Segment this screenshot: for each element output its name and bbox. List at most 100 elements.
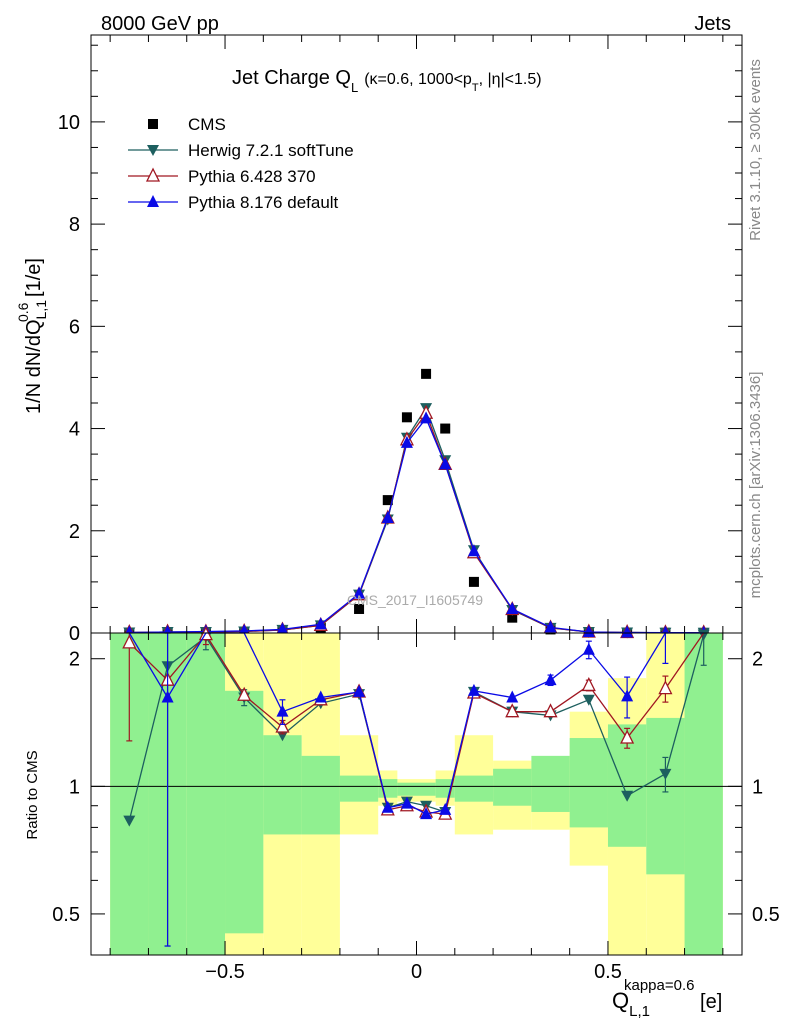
data-point-pythia-8-176-default [314, 617, 327, 630]
header-energy-label: 8000 GeV pp [101, 13, 219, 35]
data-point-pythia-8-176-default [582, 624, 595, 637]
ratio-point-pythia-6-428-370 [620, 729, 635, 744]
legend-marker-herwig-7-2-1-softtune [147, 145, 159, 156]
ratio-band-inner [684, 633, 723, 955]
ratio-point-pythia-8-176-default [467, 683, 480, 696]
ratio-band-inner [263, 735, 302, 835]
ratio-point-pythia-8-176-default [400, 796, 413, 809]
data-point-pythia-8-176-default [621, 625, 634, 638]
data-point-cms [507, 612, 518, 623]
data-point-pythia-8-176-default [400, 435, 413, 448]
header-process-label: Jets [694, 13, 731, 35]
y-tick-label: 0 [69, 623, 80, 645]
legend: CMS Herwig 7.2.1 softTune Pythia 6.428 370… [128, 115, 354, 212]
data-point-cms [468, 576, 479, 587]
mcplots-label: mcplots.cern.ch [arXiv:1306.3436] [747, 372, 764, 599]
ratio-tick-label: 0.5 [52, 904, 80, 926]
y-tick-label: 2 [69, 521, 80, 543]
x-axis-title: QL,1 kappa=0.6 [e] [612, 977, 722, 1020]
ratio-tick-label: 1 [69, 776, 80, 798]
data-point-pythia-8-176-default [439, 457, 452, 470]
ratio-point-pythia-6-428-370 [658, 680, 673, 695]
ratio-point-pythia-8-176-default [439, 802, 452, 815]
data-point-cms [440, 423, 451, 434]
y-axis-title-sup: 0.6 [15, 302, 31, 322]
data-point-pythia-8-176-default [544, 620, 557, 633]
ratio-point-pythia-6-428-370 [237, 686, 252, 701]
ratio-point-herwig-7-2-1-softtune [123, 815, 136, 827]
x-axis-title-sub: L,1 [629, 1003, 650, 1020]
ratio-point-herwig-7-2-1-softtune [621, 790, 634, 802]
legend-marker-pythia-8-176-default [147, 195, 159, 207]
legend-label-pythia-6-428-370: Pythia 6.428 370 [188, 167, 316, 186]
y-tick-label: 10 [58, 112, 80, 134]
y-axis-title-unit: [1/e] [23, 258, 45, 302]
rivet-label: Rivet 3.1.10, ≥ 300k events [747, 59, 764, 241]
data-point-pythia-8-176-default [467, 544, 480, 557]
chart-title-tail: , |η|<1.5) [479, 71, 542, 88]
legend-label-herwig-7-2-1-softtune: Herwig 7.2.1 softTune [188, 141, 354, 160]
ratio-point-pythia-6-428-370 [505, 703, 520, 718]
ratio-point-pythia-8-176-default [544, 673, 557, 686]
ratio-band-inner [225, 690, 264, 934]
legend-marker-cms [148, 119, 158, 129]
x-axis-title-unit: [e] [694, 991, 722, 1013]
ratio-point-pythia-8-176-default [161, 690, 174, 703]
ratio-band-inner [454, 775, 494, 802]
ratio-panel: −0.5 0 0.5 0.5 0.5 1 1 2 2 [52, 626, 780, 983]
y-axis-title-sub: L,1 [33, 300, 49, 320]
ratio-band-inner [569, 738, 608, 828]
ratio-point-pythia-8-176-default [621, 689, 634, 702]
legend-label-cms: CMS [188, 115, 226, 134]
x-tick-label: −0.5 [205, 961, 244, 983]
ratio-band-inner [493, 768, 532, 806]
ratio-band-inner [339, 775, 379, 802]
data-point-pythia-8-176-default [420, 411, 433, 424]
y-tick-label: 8 [69, 214, 80, 236]
chart-title-pt-sub: T [472, 82, 479, 94]
ratio-point-pythia-8-176-default [353, 684, 366, 697]
ratio-band-inner [397, 782, 417, 796]
ratio-point-herwig-7-2-1-softtune [276, 730, 289, 742]
x-axis-title-sup: kappa=0.6 [624, 977, 694, 994]
ratio-axis-title: Ratio to CMS [24, 750, 41, 839]
ratio-point-pythia-6-428-370 [275, 718, 290, 733]
legend-marker-pythia-6-428-370 [145, 167, 161, 182]
y-tick-label: 4 [69, 419, 80, 441]
ratio-line-herwig-7-2-1-softtune [128, 634, 705, 821]
data-point-cms [401, 412, 412, 423]
series-line-pythia-8-176-default [129, 417, 704, 634]
ratio-tick-label-right: 1 [752, 776, 763, 798]
chart-title-details: (κ=0.6, 1000<p [364, 71, 472, 88]
data-point-pythia-8-176-default [381, 511, 394, 523]
ratio-band-inner [416, 782, 436, 796]
ratio-tick-label-right: 2 [752, 649, 763, 671]
data-point-pythia-8-176-default [353, 586, 366, 599]
y-tick-label: 6 [69, 316, 80, 338]
ratio-point-pythia-8-176-default [420, 807, 433, 820]
ratio-point-herwig-7-2-1-softtune [582, 694, 595, 706]
ratio-point-pythia-6-428-370 [122, 634, 137, 649]
data-point-pythia-8-176-default [506, 601, 519, 614]
chart-title-sub: L [351, 80, 358, 95]
x-tick-label: 0.5 [594, 961, 622, 983]
y-axis-title-main: 1/N dN/dQ [23, 319, 45, 413]
data-point-cms [354, 603, 365, 614]
ratio-band-inner [301, 755, 340, 835]
ratio-point-pythia-8-176-default [582, 642, 595, 655]
ratio-point-pythia-8-176-default [381, 800, 394, 813]
chart-title-main: Jet Charge Q [232, 67, 351, 89]
data-point-cms [421, 368, 432, 379]
ratio-tick-label-right: 0.5 [752, 904, 780, 926]
ratio-point-pythia-6-428-370 [543, 703, 558, 718]
chart-title: Jet Charge QL (κ=0.6, 1000<pT, |η|<1.5) [232, 67, 542, 95]
y-axis-title: 1/N dN/dQL,10.6 [1/e] [15, 258, 49, 414]
watermark: CMS_2017_I1605749 [347, 592, 483, 608]
ratio-tick-label: 2 [69, 649, 80, 671]
x-tick-label: 0 [411, 961, 422, 983]
ratio-point-herwig-7-2-1-softtune [659, 768, 672, 780]
ratio-band-inner [378, 779, 398, 798]
ratio-point-pythia-8-176-default [506, 690, 519, 703]
legend-label-pythia-8-176-default: Pythia 8.176 default [188, 193, 339, 212]
